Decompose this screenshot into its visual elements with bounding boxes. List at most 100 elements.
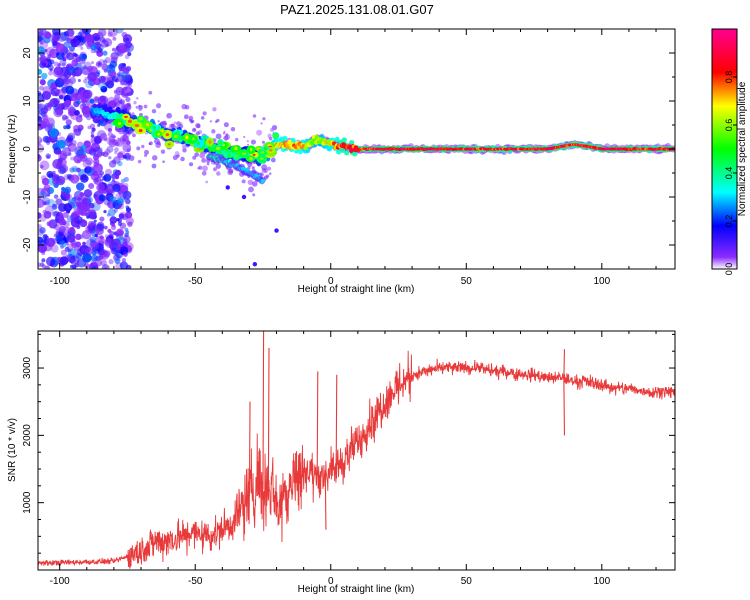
- halo-point: [225, 133, 229, 137]
- halo-point: [265, 174, 270, 178]
- noise-point: [88, 147, 97, 156]
- ridge-blob-core: [192, 137, 195, 141]
- noise-point: [57, 164, 67, 174]
- signal-branch: [205, 152, 279, 267]
- noise-point: [61, 147, 72, 157]
- noise-point: [108, 259, 114, 265]
- noise-point: [121, 257, 127, 263]
- noise-point: [103, 121, 113, 131]
- noise-point: [95, 61, 103, 68]
- noise-point: [96, 151, 102, 158]
- noise-point: [98, 194, 106, 202]
- x-tick-label: -100: [50, 276, 70, 287]
- snr-panel: -100 -50 0 50 100 1000 2000 3000 Height of str…: [7, 330, 676, 595]
- noise-point: [38, 141, 42, 147]
- noise-point: [105, 168, 113, 176]
- noise-point: [76, 201, 83, 208]
- halo-point: [223, 135, 229, 141]
- noise-point: [86, 196, 93, 204]
- noise-point: [100, 178, 104, 182]
- halo-point: [136, 97, 139, 100]
- noise-point: [73, 128, 81, 136]
- noise-point: [74, 109, 80, 116]
- ridge-blob-core: [185, 135, 189, 140]
- colorbar-frame: [711, 28, 738, 270]
- halo-point: [176, 121, 182, 127]
- noise-point: [84, 140, 92, 148]
- halo-point: [268, 137, 273, 141]
- ridge-blob-core: [173, 134, 179, 139]
- noise-point: [114, 147, 119, 153]
- noise-point: [124, 227, 129, 232]
- noise-point: [61, 186, 66, 192]
- noise-point: [80, 99, 85, 104]
- halo-point: [251, 181, 258, 187]
- noise-point: [117, 203, 124, 210]
- y-tick-label: 1000: [22, 491, 33, 514]
- noise-point: [69, 167, 75, 173]
- colorbar-ticks: 0.0 0.2 0.4 0.6 0.8: [724, 71, 737, 276]
- noise-point: [65, 196, 71, 202]
- noise-point: [69, 77, 77, 84]
- noise-point: [93, 95, 100, 103]
- halo-point: [144, 149, 149, 155]
- noise-point: [111, 223, 116, 228]
- branch-core: [260, 179, 265, 184]
- noise-point: [85, 34, 94, 43]
- halo-point: [114, 93, 121, 100]
- y-tick-label: -20: [22, 237, 33, 252]
- isolated-point: [241, 194, 247, 200]
- noise-point: [53, 61, 59, 67]
- halo-point: [166, 112, 172, 119]
- halo-point: [256, 129, 263, 136]
- noise-point: [66, 233, 76, 243]
- noise-point: [77, 197, 82, 201]
- noise-point: [107, 208, 116, 217]
- noise-point: [78, 114, 83, 118]
- ridge-blob-core: [134, 124, 140, 127]
- isolated-point: [274, 228, 279, 233]
- noise-point: [90, 254, 98, 262]
- colorbar: 0.0 0.2 0.4 0.6 0.8 Normalized spectral ampl…: [711, 28, 748, 276]
- noise-point: [38, 236, 44, 245]
- halo-point: [193, 128, 196, 131]
- colorbar-tick-label: 0.0: [724, 263, 734, 276]
- spectrogram-marks: [38, 29, 675, 269]
- noise-point: [38, 229, 44, 236]
- ridge-core: [287, 139, 292, 145]
- noise-point: [93, 158, 100, 165]
- noise-point: [78, 35, 85, 42]
- noise-point: [111, 159, 117, 165]
- halo-point: [200, 116, 205, 120]
- noise-point: [39, 40, 49, 50]
- x-tick-label: 0: [328, 576, 334, 587]
- noise-point: [57, 63, 61, 67]
- noise-point: [76, 182, 85, 191]
- halo-point: [246, 140, 249, 143]
- noise-point: [97, 123, 101, 127]
- noise-point: [67, 248, 77, 258]
- noise-point: [96, 221, 105, 230]
- noise-point: [71, 71, 77, 77]
- noise-point: [91, 202, 101, 212]
- ridge-blob-core: [252, 153, 256, 156]
- noise-point: [111, 75, 118, 82]
- noise-point: [118, 184, 126, 192]
- noise-point: [93, 176, 102, 185]
- noise-point: [56, 51, 65, 60]
- noise-point: [120, 65, 125, 70]
- y-tick-label: 0: [22, 146, 33, 152]
- y-tick-label: 3000: [22, 356, 33, 379]
- noise-point: [69, 264, 74, 269]
- noise-point: [117, 221, 123, 226]
- noise-point: [64, 186, 72, 194]
- halo-point: [151, 163, 157, 169]
- noise-point: [118, 68, 125, 75]
- ridge-outer: [344, 150, 350, 156]
- noise-point: [87, 72, 97, 82]
- halo-point: [270, 157, 276, 163]
- halo-point: [162, 160, 165, 164]
- ridge-blob-core: [203, 135, 207, 140]
- noise-point: [104, 234, 110, 239]
- noise-point: [62, 211, 69, 219]
